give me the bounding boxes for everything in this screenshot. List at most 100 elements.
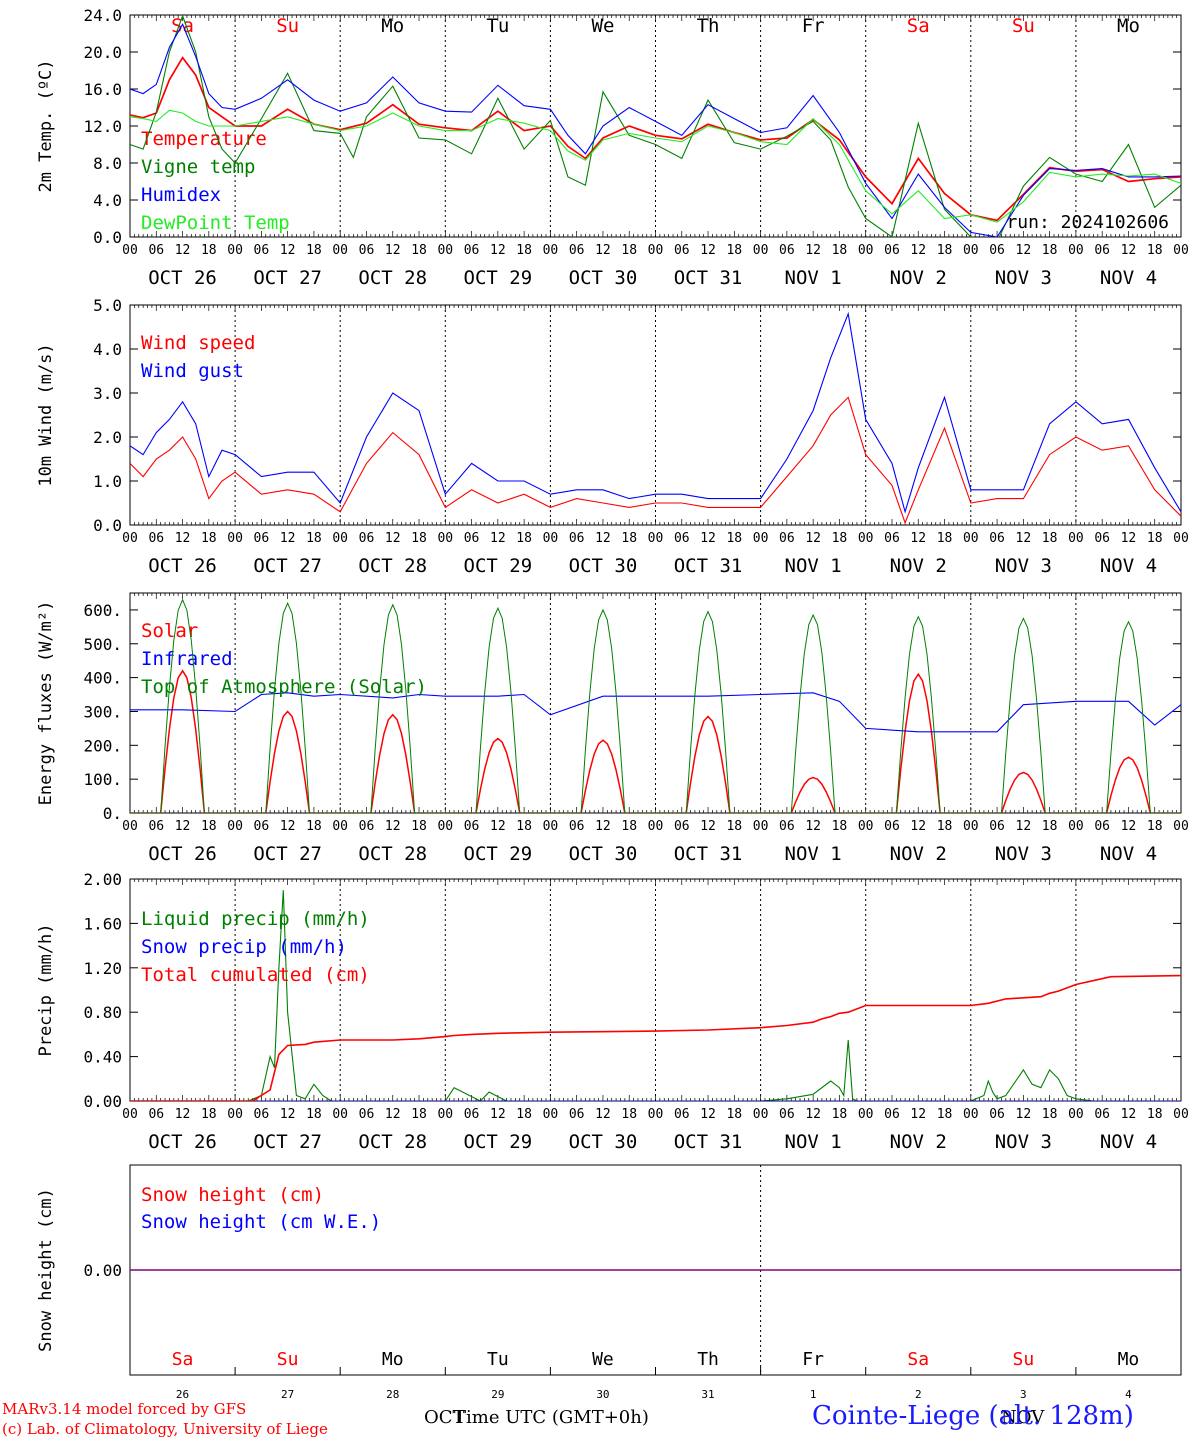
hour-tick-label: 06 — [464, 243, 480, 258]
hour-tick-label: 00 — [648, 819, 664, 834]
legend-series-wind-gust: Wind gust — [141, 360, 244, 382]
hour-tick-label: 06 — [359, 243, 375, 258]
hour-tick-label: 06 — [674, 531, 690, 546]
date-label: OCT 28 — [358, 267, 427, 289]
y-axis-label: 10m Wind (m/s) — [36, 343, 56, 486]
hour-tick-label: 18 — [726, 531, 742, 546]
hour-tick-label: 18 — [306, 1107, 322, 1122]
y-axis-label: Snow height (cm) — [36, 1188, 56, 1352]
day-label-top: Sa — [171, 15, 194, 37]
hour-tick-label: 18 — [726, 819, 742, 834]
hour-tick-label: 12 — [595, 819, 611, 834]
series-solar — [130, 669, 1181, 813]
date-label: NOV 4 — [1100, 1131, 1157, 1153]
hour-tick-label: 12 — [700, 531, 716, 546]
day-label-top: Tu — [486, 15, 509, 37]
legend-series-solar: Solar — [141, 620, 198, 642]
hour-tick-label: 06 — [989, 1107, 1005, 1122]
date-label: OCT 28 — [358, 1131, 427, 1153]
y-tick-label: 0.0 — [93, 516, 122, 535]
day-number: 28 — [386, 1388, 399, 1401]
date-label: NOV 2 — [890, 267, 947, 289]
y-tick-label: 0.80 — [83, 1003, 122, 1022]
hour-tick-label: 06 — [779, 1107, 795, 1122]
y-tick-label: 600. — [83, 601, 122, 620]
y-tick-label: 1.60 — [83, 914, 122, 933]
day-label-bottom: We — [592, 1349, 614, 1370]
y-tick-label: 0.00 — [83, 1261, 122, 1280]
hour-tick-label: 06 — [1094, 1107, 1110, 1122]
hour-tick-label: 06 — [1094, 531, 1110, 546]
hour-tick-label: 12 — [595, 243, 611, 258]
date-label: OCT 30 — [569, 555, 638, 577]
hour-tick-label: 06 — [148, 243, 164, 258]
date-label: OCT 30 — [569, 843, 638, 865]
hour-tick-label: 12 — [1121, 819, 1137, 834]
hour-tick-label: 12 — [1016, 243, 1032, 258]
date-label: OCT 29 — [464, 267, 533, 289]
legend-series-humidex: Humidex — [141, 184, 221, 206]
hour-tick-label: 00 — [543, 819, 559, 834]
day-label-bottom: Mo — [382, 1349, 404, 1370]
hour-tick-label: 12 — [910, 243, 926, 258]
y-tick-label: 12.0 — [83, 117, 122, 136]
date-label: OCT 29 — [464, 1131, 533, 1153]
hour-tick-label: 06 — [254, 819, 270, 834]
hour-tick-label: 12 — [1121, 1107, 1137, 1122]
hour-tick-label: 18 — [1042, 1107, 1058, 1122]
y-tick-label: 500. — [83, 635, 122, 654]
y-tick-label: 4.0 — [93, 191, 122, 210]
station-label: Cointe-Liege (alt. 128m) — [812, 1401, 1134, 1431]
hour-tick-label: 18 — [1042, 531, 1058, 546]
hour-tick-label: 12 — [805, 819, 821, 834]
hour-tick-label: 12 — [175, 819, 191, 834]
hour-tick-label: 18 — [201, 1107, 217, 1122]
hour-tick-label: 18 — [832, 1107, 848, 1122]
hour-tick-label: 12 — [1016, 1107, 1032, 1122]
legend-series-wind-speed: Wind speed — [141, 332, 255, 354]
day-number: 4 — [1125, 1388, 1132, 1401]
day-label-top: We — [592, 15, 615, 37]
date-label: OCT 29 — [464, 843, 533, 865]
day-label-bottom: Tu — [487, 1349, 509, 1370]
date-label: OCT 31 — [674, 1131, 743, 1153]
date-label: OCT 30 — [569, 1131, 638, 1153]
hour-tick-label: 12 — [1016, 531, 1032, 546]
date-label: NOV 3 — [995, 1131, 1052, 1153]
date-label: OCT 26 — [148, 267, 217, 289]
hour-tick-label: 00 — [437, 1107, 453, 1122]
hour-tick-label: 06 — [1094, 243, 1110, 258]
model-credit: MARv3.14 model forced by GFS — [2, 1400, 247, 1418]
y-tick-label: 100. — [83, 770, 122, 789]
hour-tick-label: 00 — [753, 819, 769, 834]
hour-tick-label: 18 — [306, 243, 322, 258]
hour-tick-label: 00 — [1068, 243, 1084, 258]
day-label-bottom: Th — [697, 1349, 719, 1370]
date-label: NOV 2 — [890, 1131, 947, 1153]
hour-tick-label: 18 — [832, 819, 848, 834]
hour-tick-label: 00 — [753, 1107, 769, 1122]
hour-tick-label: 18 — [411, 1107, 427, 1122]
hour-tick-label: 00 — [1068, 1107, 1084, 1122]
day-label-bottom: Sa — [172, 1349, 194, 1370]
y-tick-label: 3.0 — [93, 384, 122, 403]
day-number: 31 — [701, 1388, 714, 1401]
hour-tick-label: 12 — [175, 1107, 191, 1122]
hour-tick-label: 00 — [1173, 243, 1189, 258]
hour-tick-label: 06 — [359, 1107, 375, 1122]
day-label-bottom: Su — [277, 1349, 299, 1370]
hour-tick-label: 12 — [490, 243, 506, 258]
y-axis-label: Energy fluxes (W/m²) — [36, 601, 56, 806]
y-tick-label: 2.0 — [93, 428, 122, 447]
hour-tick-label: 06 — [359, 819, 375, 834]
hour-tick-label: 00 — [227, 243, 243, 258]
hour-tick-label: 00 — [1173, 819, 1189, 834]
hour-tick-label: 12 — [280, 1107, 296, 1122]
hour-tick-label: 18 — [1147, 243, 1163, 258]
series-wind-gust — [130, 311, 1181, 514]
hour-tick-label: 18 — [516, 1107, 532, 1122]
hour-tick-label: 18 — [201, 243, 217, 258]
date-label: OCT 28 — [358, 555, 427, 577]
hour-tick-label: 00 — [122, 531, 138, 546]
